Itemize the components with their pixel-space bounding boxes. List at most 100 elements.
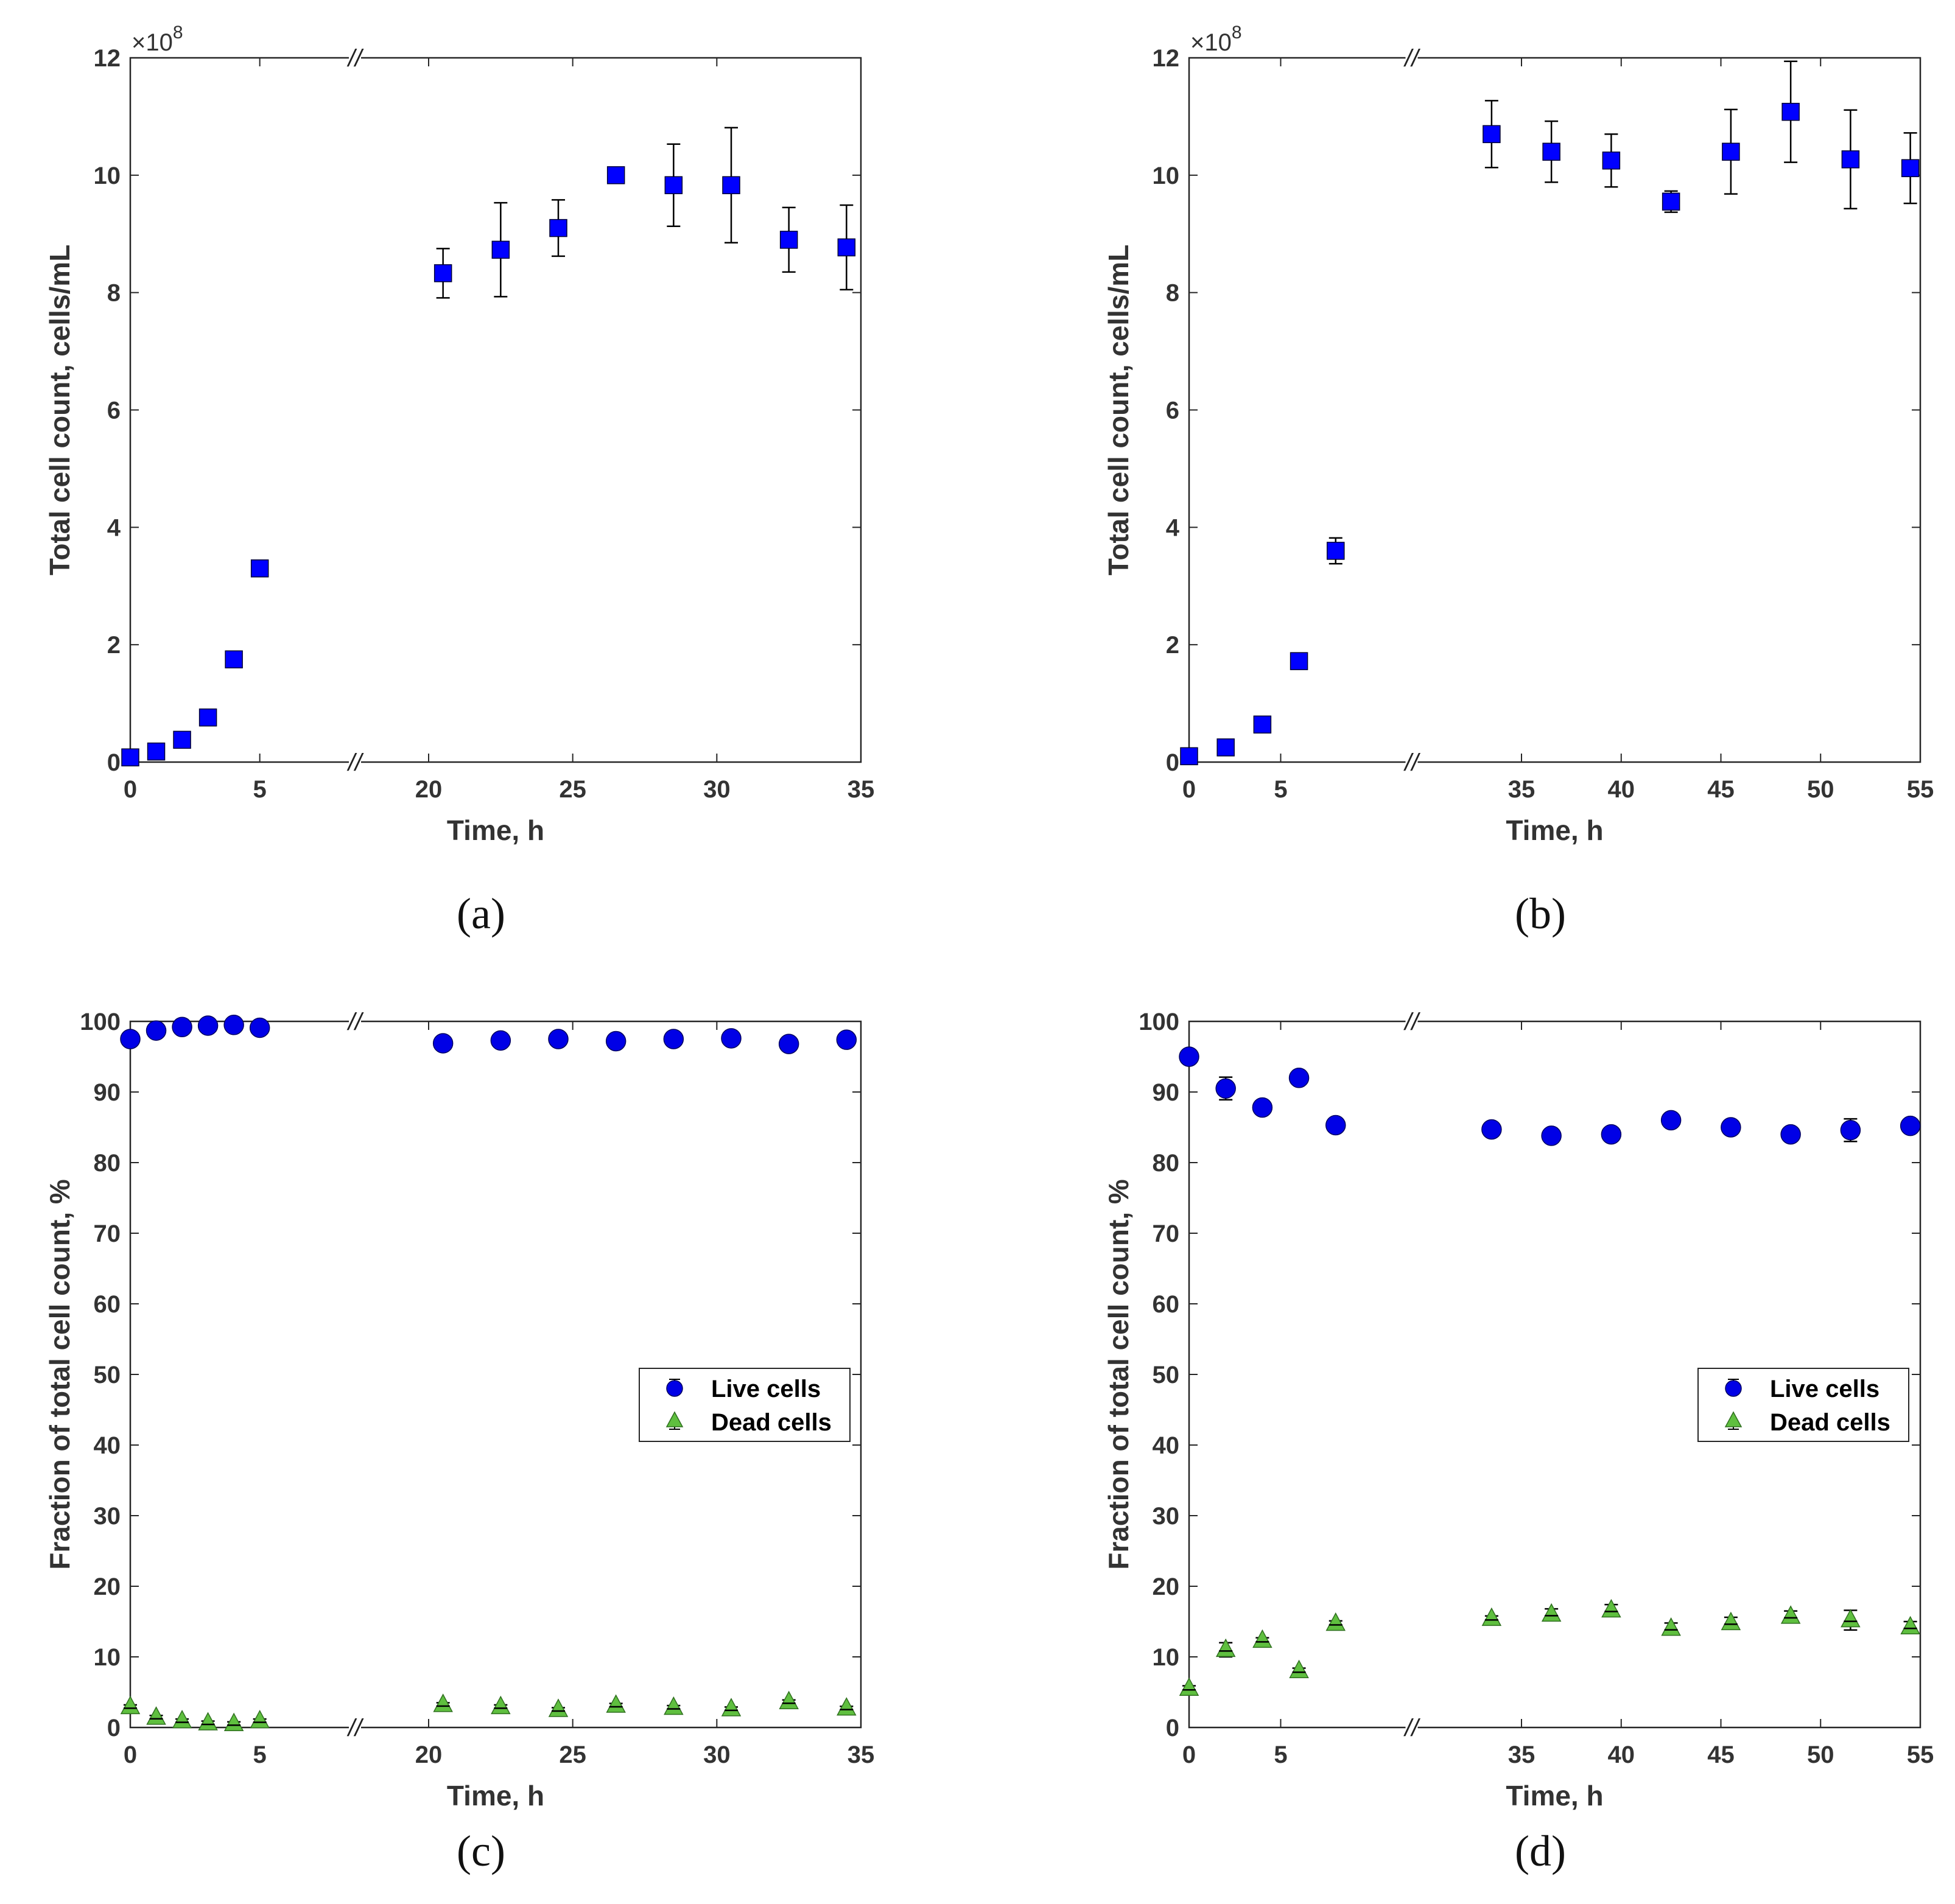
- y-tick-label: 20: [1153, 1573, 1180, 1600]
- data-point-circle: [223, 1015, 244, 1035]
- y-tick-label: 90: [1153, 1079, 1180, 1106]
- data-point-triangle: [491, 1695, 511, 1715]
- y-tick-label: 4: [1166, 514, 1180, 541]
- data-point-circle: [1325, 1115, 1346, 1136]
- data-point-triangle: [1661, 1617, 1681, 1636]
- y-tick-label: 30: [1153, 1503, 1180, 1530]
- data-point-circle: [548, 1029, 569, 1049]
- series-total-cell-count: [1180, 60, 1920, 766]
- data-point-circle: [146, 1020, 167, 1041]
- data-point-square: [549, 219, 567, 237]
- data-point-square: [1180, 747, 1198, 766]
- data-point-triangle: [250, 1709, 270, 1729]
- y-tick-label: 6: [1166, 397, 1179, 424]
- y-axis-label: Fraction of total cell count, %: [44, 1179, 75, 1569]
- x-tick-label: 20: [415, 1741, 443, 1768]
- y-axis-label: Total cell count, cells/mL: [1103, 245, 1134, 576]
- data-point-square: [1781, 102, 1800, 121]
- x-tick-label: 0: [124, 776, 137, 803]
- axis-break-gap-bottom: [1405, 1724, 1418, 1731]
- data-point-circle: [605, 1031, 627, 1052]
- series-total-cell-count: [121, 127, 856, 767]
- axis-break-mark-bottom: //: [346, 749, 364, 776]
- y-exponent-label: ×108: [1190, 23, 1242, 56]
- data-point-circle: [172, 1017, 192, 1038]
- data-point-square: [1216, 738, 1235, 757]
- y-tick-label: 30: [94, 1503, 121, 1530]
- y-exponent-label: ×108: [132, 23, 183, 56]
- y-tick-label: 12: [94, 45, 121, 72]
- series-live-cells: [120, 1015, 857, 1054]
- data-point-circle: [490, 1030, 511, 1051]
- legend: Live cells Dead cells: [639, 1368, 851, 1442]
- y-tick-label: 50: [94, 1362, 121, 1388]
- data-point-triangle: [1721, 1611, 1741, 1631]
- x-tick-label: 45: [1707, 776, 1735, 803]
- x-tick-label: 40: [1608, 1741, 1635, 1768]
- panel-a: // // 0 2 4 6 8 10 12 0 5 20 25 30 35 Time, h Total cell…: [44, 23, 874, 938]
- legend: Live cells Dead cells: [1697, 1368, 1909, 1442]
- x-tick-label: 20: [415, 776, 443, 803]
- data-point-square: [121, 748, 139, 767]
- x-axis-label: Time, h: [1506, 1780, 1603, 1811]
- y-tick-label: 50: [1153, 1362, 1180, 1388]
- data-point-circle: [663, 1029, 684, 1049]
- data-point-circle: [721, 1028, 742, 1049]
- x-tick-label: 55: [1907, 1741, 1934, 1768]
- x-tick-label: 5: [1274, 1741, 1287, 1768]
- data-point-triangle: [1325, 1612, 1346, 1631]
- x-tick-label: 50: [1807, 1741, 1834, 1768]
- y-tick-label: 10: [1153, 163, 1180, 189]
- axis-break-mark-top: //: [346, 1009, 364, 1035]
- data-point-circle: [1252, 1097, 1273, 1118]
- data-point-triangle: [198, 1712, 218, 1731]
- x-tick-label: 30: [703, 776, 731, 803]
- data-point-circle: [1660, 1110, 1682, 1131]
- data-point-square: [664, 176, 683, 194]
- y-tick-label: 80: [1153, 1150, 1180, 1177]
- data-point-square: [722, 176, 740, 194]
- panel-caption: (c): [457, 1827, 505, 1875]
- x-tick-label: 45: [1707, 1741, 1735, 1768]
- data-point-triangle: [1541, 1603, 1562, 1622]
- axis-break-mark-bottom: //: [1403, 749, 1420, 776]
- data-point-square: [1327, 542, 1345, 560]
- panel-caption: (b): [1515, 889, 1566, 938]
- data-point-square: [433, 264, 452, 282]
- y-tick-label: 20: [94, 1573, 121, 1600]
- x-tick-label: 50: [1807, 776, 1834, 803]
- data-point-circle: [1288, 1068, 1310, 1088]
- x-axis-label: Time, h: [1506, 814, 1603, 846]
- data-point-triangle: [1780, 1605, 1801, 1624]
- data-point-circle: [432, 1033, 454, 1054]
- y-tick-label: 70: [1153, 1220, 1180, 1247]
- x-tick-label: 35: [1508, 776, 1536, 803]
- y-tick-label: 40: [1153, 1432, 1180, 1459]
- data-point-triangle: [1289, 1659, 1309, 1678]
- axis-break-mark-top: //: [1403, 1009, 1420, 1035]
- y-tick-label: 10: [94, 163, 121, 189]
- legend-dead-marker: [1724, 1411, 1743, 1427]
- y-tick-label: 8: [107, 280, 121, 307]
- data-point-triangle: [837, 1697, 857, 1716]
- y-tick-label: 60: [1153, 1291, 1180, 1318]
- legend-dead-marker: [665, 1411, 684, 1427]
- x-tick-label: 35: [848, 1741, 875, 1768]
- x-tick-label: 5: [1274, 776, 1287, 803]
- legend-live-label: Live cells: [1770, 1376, 1880, 1402]
- x-tick-label: 25: [559, 776, 586, 803]
- y-tick-label: 0: [1166, 749, 1179, 776]
- data-point-circle: [1900, 1115, 1921, 1136]
- y-tick-label: 40: [94, 1432, 121, 1459]
- data-point-square: [491, 240, 510, 259]
- y-axis-label: Total cell count, cells/mL: [44, 245, 75, 576]
- data-point-triangle: [548, 1698, 569, 1717]
- data-point-square: [837, 238, 856, 257]
- axis-break-mark-bottom: //: [1403, 1715, 1420, 1741]
- y-tick-label: 70: [94, 1220, 121, 1247]
- y-exponent-base: ×10: [1190, 29, 1232, 56]
- data-point-circle: [778, 1034, 799, 1054]
- legend-live-marker: [666, 1380, 683, 1397]
- data-point-triangle: [1900, 1615, 1920, 1635]
- data-point-square: [1290, 652, 1308, 670]
